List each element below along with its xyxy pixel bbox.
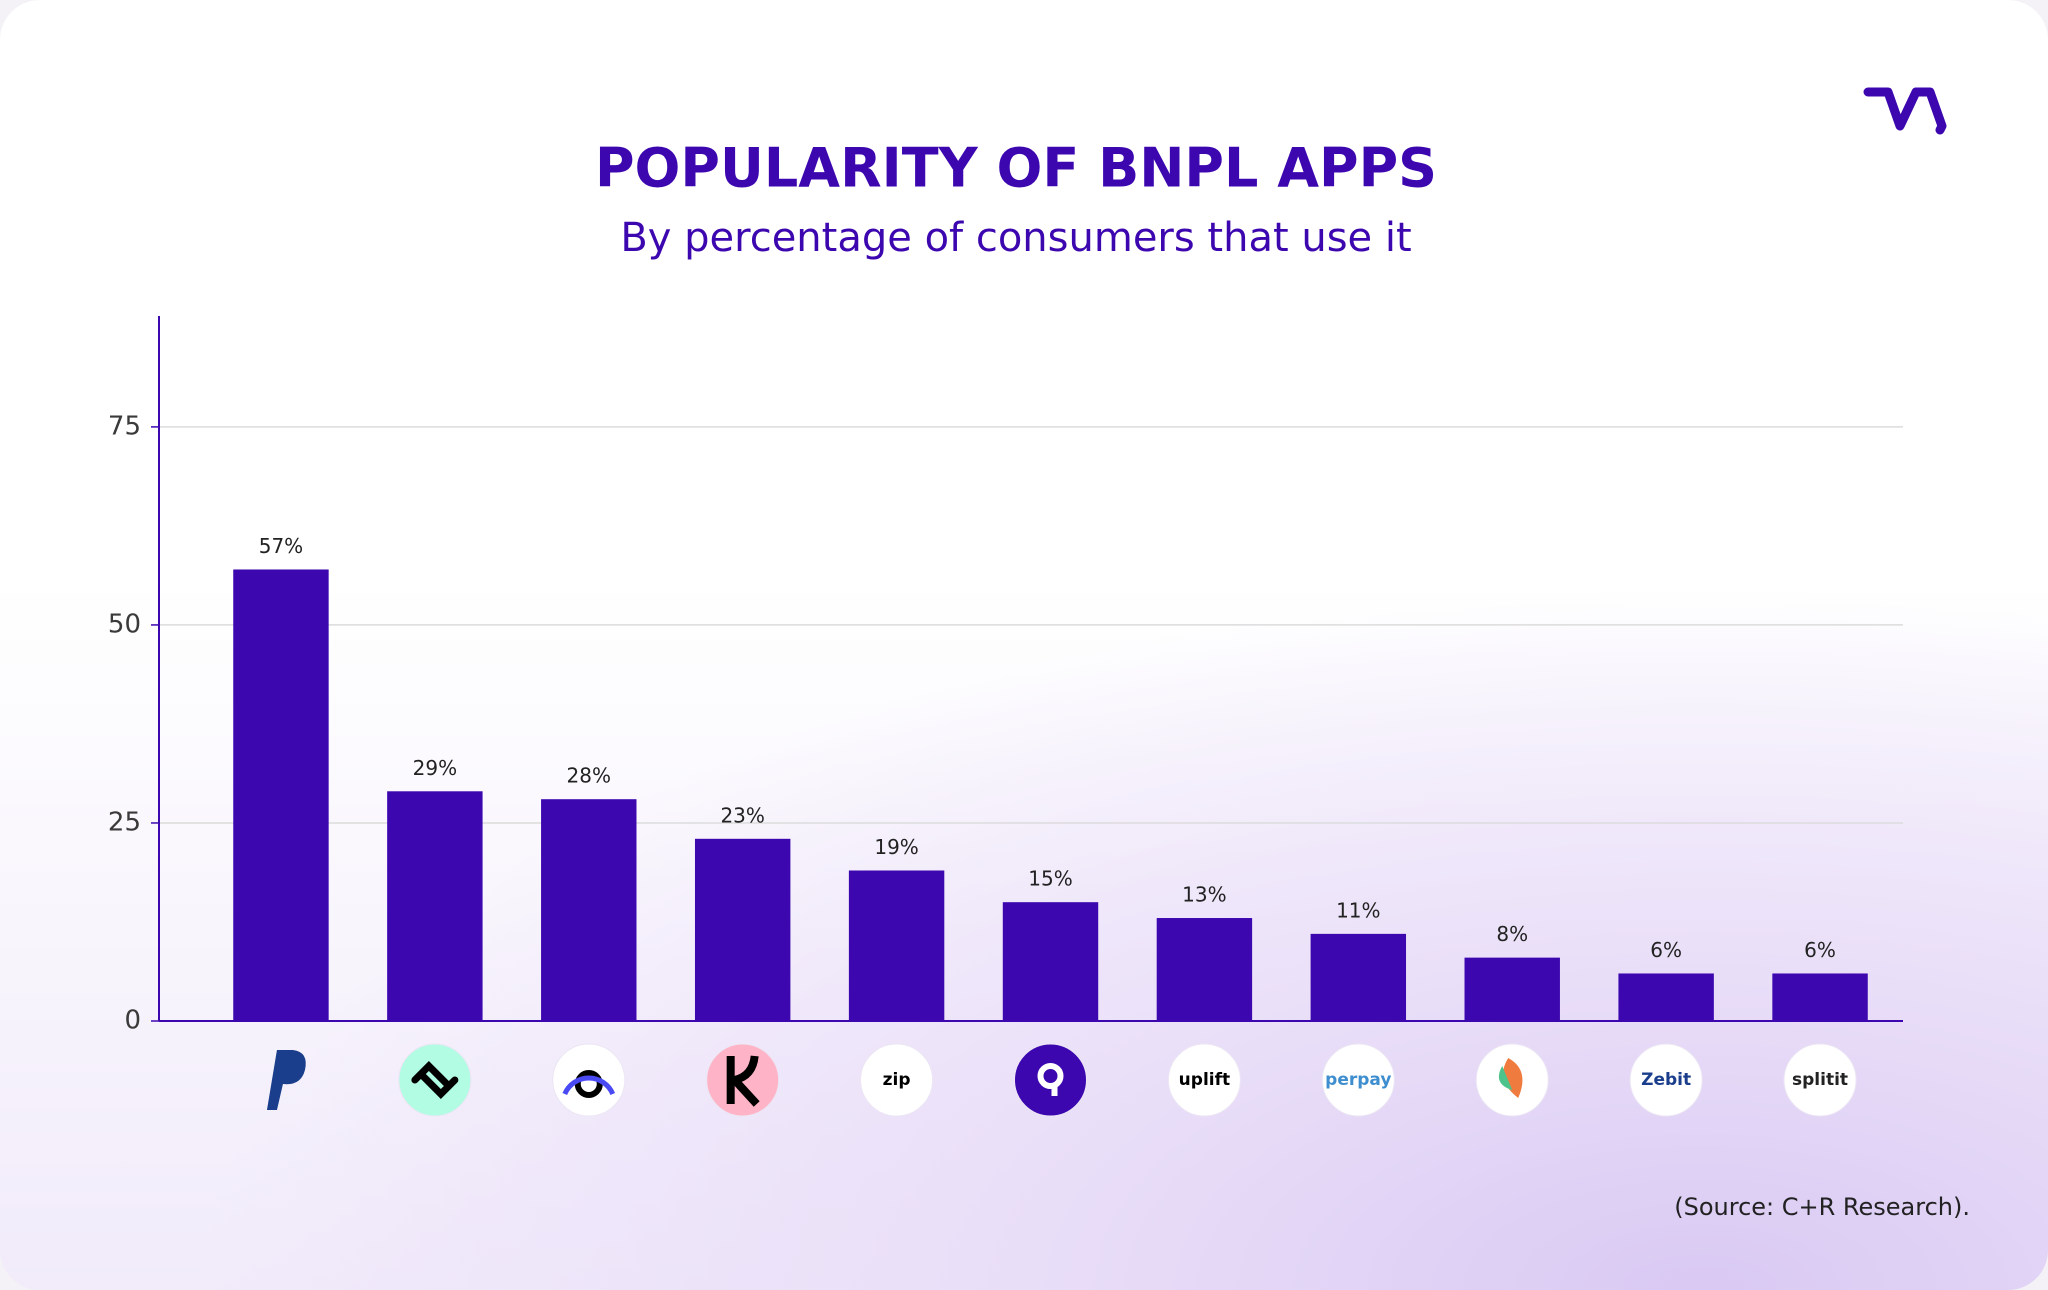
x-tick-label: splitit	[1792, 1070, 1848, 1090]
chart-title: POPULARITY OF BNPL APPS	[595, 137, 1437, 200]
app-logo-glyph	[574, 1070, 603, 1098]
y-tick-label: 75	[108, 411, 141, 441]
app-logo-glyph	[266, 1050, 306, 1110]
value-label: 23%	[720, 803, 764, 827]
y-tick-label: 0	[124, 1006, 141, 1036]
value-label: 57%	[259, 534, 303, 558]
value-label: 19%	[874, 835, 918, 859]
x-tick-label: uplift	[1179, 1070, 1230, 1090]
value-label: 13%	[1182, 883, 1226, 907]
bar	[1156, 918, 1253, 1021]
brand-logo	[1863, 87, 1947, 135]
bar	[233, 569, 329, 1021]
bar	[1002, 902, 1099, 1021]
x-tick-label: zip	[883, 1070, 911, 1090]
y-tick-label: 25	[108, 807, 141, 837]
x-tick-label: Zebit	[1641, 1070, 1691, 1090]
app-logo	[1783, 1043, 1857, 1117]
app-logo	[398, 1043, 472, 1117]
app-logo	[860, 1043, 934, 1117]
app-logo-glyph	[562, 1075, 616, 1096]
bar	[1464, 957, 1560, 1021]
value-label: 28%	[567, 764, 611, 788]
value-label: 11%	[1336, 898, 1380, 922]
app-logo-glyph	[1037, 1063, 1064, 1089]
bar	[387, 791, 483, 1021]
y-tick-label: 50	[108, 609, 141, 639]
value-label: 15%	[1028, 867, 1072, 891]
app-logo	[1167, 1043, 1241, 1117]
app-logo	[1629, 1043, 1703, 1117]
app-logo	[1321, 1043, 1395, 1117]
app-logo-glyph	[411, 1061, 459, 1099]
bar	[694, 838, 791, 1021]
bar	[1310, 933, 1407, 1021]
source-note: (Source: C+R Research).	[1674, 1193, 1970, 1221]
value-label: 29%	[413, 756, 457, 780]
value-label: 6%	[1650, 938, 1682, 962]
bar	[1618, 973, 1714, 1021]
chart-subtitle: By percentage of consumers that use it	[620, 215, 1411, 261]
bar	[848, 870, 945, 1021]
app-logo	[1014, 1043, 1087, 1117]
app-logo-glyph	[1498, 1066, 1513, 1090]
value-label: 8%	[1496, 922, 1528, 946]
x-tick-label: perpay	[1325, 1070, 1391, 1090]
value-label: 6%	[1804, 938, 1836, 962]
app-logo-glyph	[1503, 1058, 1523, 1098]
bar	[1772, 973, 1868, 1021]
app-logo-glyph	[726, 1055, 760, 1107]
bar	[541, 799, 637, 1021]
